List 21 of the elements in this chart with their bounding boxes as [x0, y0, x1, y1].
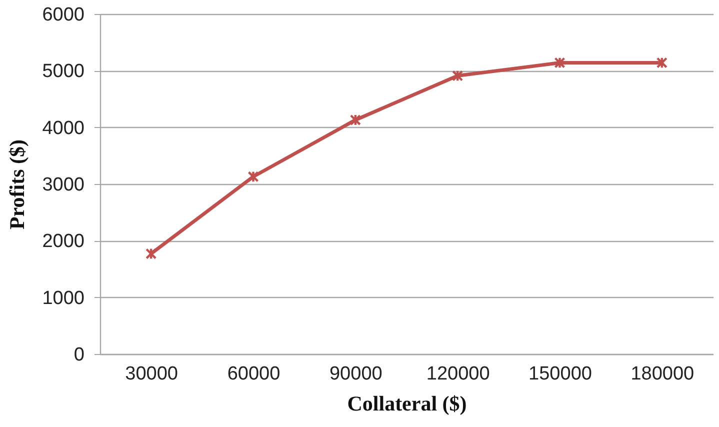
point	[656, 56, 668, 69]
x-tick-label: 60000	[227, 364, 280, 384]
point	[146, 248, 157, 260]
y-tick-label: 2000	[42, 231, 84, 252]
y-axis-title: Profits ($)	[5, 139, 30, 230]
y-tick-label: 4000	[42, 118, 84, 139]
x-axis-title: Collateral ($)	[347, 392, 467, 416]
y-tick-label: 1000	[42, 288, 84, 309]
y-tick-label: 5000	[42, 61, 84, 82]
x-tick-label: 90000	[329, 364, 382, 384]
x-tick-label: 120000	[426, 364, 490, 384]
point	[452, 70, 464, 82]
x-tick-label: 150000	[528, 364, 592, 384]
x-tick-label: 180000	[630, 364, 694, 384]
point	[554, 56, 566, 69]
point	[350, 114, 361, 126]
y-tick-label: 0	[74, 344, 84, 366]
y-tick-label: 6000	[42, 4, 84, 26]
x-tick-label: 30000	[125, 364, 178, 384]
point	[248, 170, 259, 183]
y-tick-label: 3000	[42, 174, 84, 196]
